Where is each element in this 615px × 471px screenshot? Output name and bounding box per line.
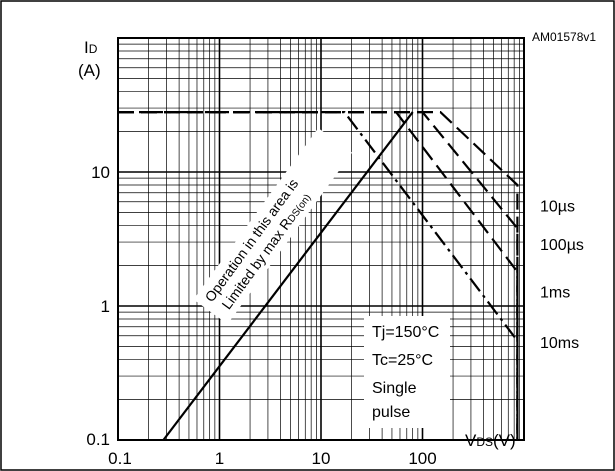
x-tick-label: 10	[312, 449, 331, 468]
x-axis-label-main: V	[465, 431, 477, 450]
y-tick-label: 0.1	[86, 430, 110, 449]
x-axis-label-sub: DS	[476, 435, 493, 449]
x-axis-unit: (V)	[493, 431, 516, 450]
y-axis-unit: (A)	[78, 61, 101, 80]
series-label-2: 100µs	[540, 237, 584, 254]
condition-junction-temp: Tj=150°C	[372, 324, 439, 341]
x-tick-label: 1	[215, 449, 224, 468]
y-axis-label-sub: D	[89, 42, 98, 56]
y-tick-label: 1	[101, 297, 110, 316]
x-axis-label: VDS(V)	[465, 431, 516, 450]
x-tick-label: 100	[408, 449, 436, 468]
condition-single: Single	[372, 380, 417, 397]
series-label-1: 10µs	[540, 199, 575, 216]
x-tick-label: 0.1	[108, 449, 132, 468]
conditions-box: Tj=150°C Tc=25°C Single pulse	[364, 316, 450, 428]
y-axis-label: ID	[84, 38, 98, 57]
series-label-3: 1ms	[540, 285, 570, 302]
condition-pulse: pulse	[372, 404, 410, 421]
condition-case-temp: Tc=25°C	[372, 352, 433, 369]
document-id: AM01578v1	[532, 30, 596, 44]
series-label-4: 10ms	[540, 335, 579, 352]
series-labels: 10µs 100µs 1ms 10ms	[540, 199, 584, 352]
y-tick-label: 10	[91, 163, 110, 182]
grid	[118, 38, 524, 440]
